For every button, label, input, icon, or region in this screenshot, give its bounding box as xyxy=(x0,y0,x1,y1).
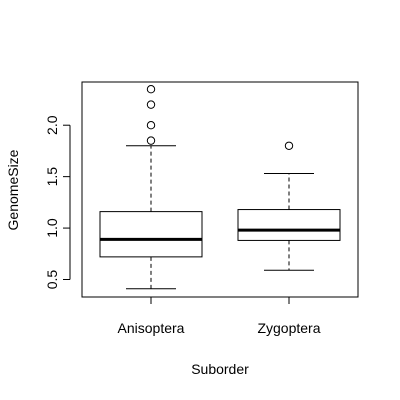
y-tick-label: 1.0 xyxy=(44,218,60,238)
outlier-point xyxy=(146,85,156,94)
x-tick-label: Zygoptera xyxy=(257,320,320,336)
box-anisoptera xyxy=(99,85,203,290)
iqr-box xyxy=(237,209,341,241)
iqr-box xyxy=(99,211,203,258)
box-zygoptera xyxy=(237,141,341,271)
y-axis-label: GenomeSize xyxy=(5,149,21,230)
y-tick-label: 1.5 xyxy=(44,167,60,187)
outlier-point xyxy=(146,136,156,145)
y-tick-label: 2.0 xyxy=(44,115,60,135)
y-axis: 0.5 1.0 1.5 2.0 xyxy=(44,115,71,290)
plot-frame xyxy=(81,81,359,298)
x-axis-label: Suborder xyxy=(191,361,249,377)
outlier-point xyxy=(284,141,294,150)
outlier-point xyxy=(146,121,156,130)
box-group xyxy=(99,85,341,290)
outlier-point xyxy=(146,100,156,109)
x-tick-label: Anisoptera xyxy=(118,320,185,336)
x-axis: Anisoptera Zygoptera xyxy=(118,296,321,336)
y-tick-label: 0.5 xyxy=(44,270,60,290)
